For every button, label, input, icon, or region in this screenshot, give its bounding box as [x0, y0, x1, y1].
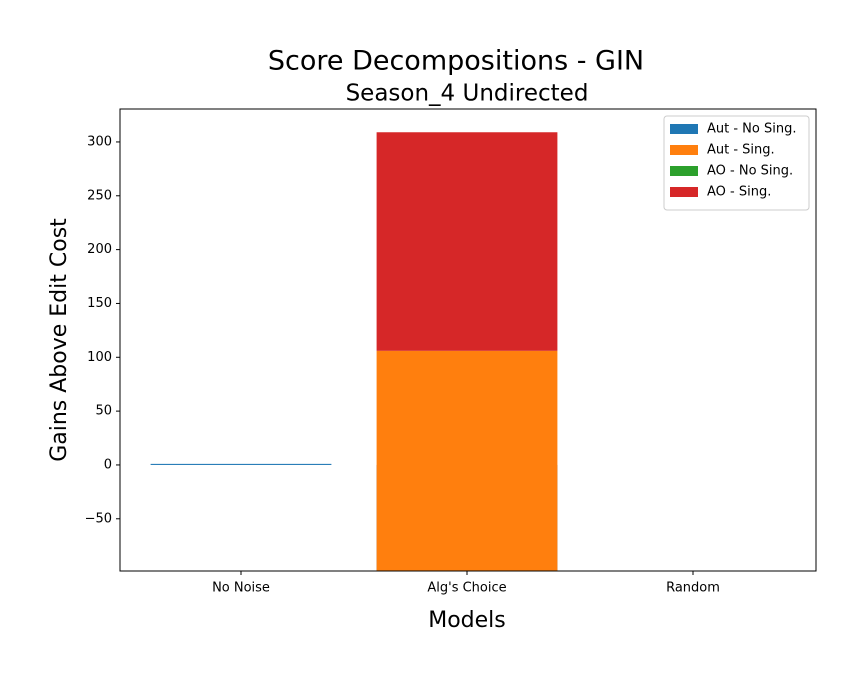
x-tick-label: Random: [666, 581, 720, 596]
legend-label: Aut - Sing.: [707, 143, 775, 158]
legend: Aut - No Sing. Aut - Sing. AO - No Sing. AO…: [663, 115, 810, 211]
y-tick-label: 100: [87, 350, 112, 365]
y-tick-label: 300: [87, 134, 112, 149]
bar-segment: [376, 132, 558, 351]
x-tick-label: Alg's Choice: [427, 581, 506, 596]
legend-label: AO - No Sing.: [707, 164, 793, 179]
legend-swatch: [670, 166, 698, 176]
y-axis-label: Gains Above Edit Cost: [47, 218, 72, 462]
legend-frame: [663, 115, 810, 211]
legend-label: Aut - No Sing.: [707, 122, 796, 137]
y-tick-label: 50: [95, 404, 112, 419]
bar-segment: [150, 463, 332, 465]
legend-swatch: [670, 124, 698, 134]
y-tick-label: 0: [104, 457, 112, 472]
y-tick-label: 200: [87, 242, 112, 257]
chart-title: Score Decompositions - GIN: [268, 46, 644, 77]
legend-swatch: [670, 187, 698, 197]
x-axis-label: Models: [428, 608, 506, 633]
chart-subtitle: Season_4 Undirected: [346, 81, 589, 107]
x-tick-label: No Noise: [212, 581, 270, 596]
legend-swatch: [670, 145, 698, 155]
bar-segment: [376, 350, 558, 571]
y-tick-label: −50: [85, 511, 112, 526]
y-tick-label: 150: [87, 296, 112, 311]
plot-area: [150, 132, 558, 571]
legend-label: AO - Sing.: [707, 185, 771, 200]
y-tick-label: 250: [87, 188, 112, 203]
axes-frame: [119, 108, 817, 572]
